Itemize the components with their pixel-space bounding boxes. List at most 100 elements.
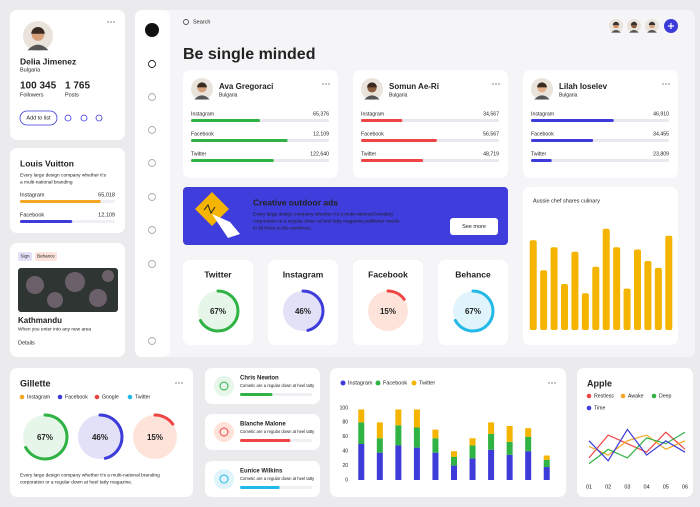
bar	[529, 240, 537, 330]
bar-segment	[506, 441, 513, 455]
followers-count: 100 345	[20, 81, 57, 92]
banner-text: corporation or a regular down at heel ta…	[253, 218, 400, 224]
stat-value: 122,640	[310, 151, 329, 157]
nav-icon[interactable]	[148, 226, 156, 234]
add-button[interactable]	[19, 110, 58, 126]
gauge-bg	[78, 415, 122, 459]
stat-label: Twitter	[361, 151, 377, 157]
action-icon[interactable]	[80, 114, 88, 122]
gauge-arc	[76, 413, 124, 461]
more-icon[interactable]	[498, 83, 500, 85]
bar-segment	[395, 425, 402, 446]
y-tick-label: 40	[342, 449, 348, 455]
nav-icon[interactable]	[148, 159, 156, 167]
y-tick-label: 80	[342, 420, 348, 426]
more-icon[interactable]	[178, 382, 180, 384]
action-icon[interactable]	[64, 114, 72, 122]
more-icon[interactable]	[110, 21, 112, 23]
legend-swatch	[57, 394, 63, 400]
legend-swatch	[375, 380, 381, 386]
gauge-label: 15%	[380, 307, 396, 316]
avatar-body	[534, 95, 550, 100]
contact-icon	[214, 422, 234, 442]
place-title: Kathmandu	[18, 316, 62, 325]
x-tick-label: 06	[682, 484, 688, 490]
influencer-card	[523, 70, 678, 178]
contact-icon	[214, 469, 234, 489]
page-heading: Be single minded	[183, 46, 315, 63]
action-icon[interactable]	[95, 114, 103, 122]
nav-icon[interactable]	[148, 193, 156, 201]
more-icon[interactable]	[107, 21, 109, 23]
more-icon[interactable]	[668, 83, 670, 85]
stat-value: 23,809	[653, 151, 669, 157]
avatar-hair	[367, 82, 377, 88]
legend-swatch	[19, 394, 25, 400]
tag	[35, 252, 57, 261]
avatar-body	[647, 30, 657, 33]
banner-text: Every large design company whether it's …	[253, 211, 393, 217]
social-name: Facebook	[368, 269, 408, 279]
more-icon[interactable]	[492, 83, 494, 85]
progress-bar	[361, 119, 403, 122]
more-icon[interactable]	[328, 83, 330, 85]
more-icon[interactable]	[175, 382, 177, 384]
more-icon[interactable]	[495, 83, 497, 85]
more-icon[interactable]	[662, 83, 664, 85]
progress-bar	[191, 139, 288, 142]
gauge-label: 67%	[465, 307, 481, 316]
stat-label: Instagram	[191, 111, 214, 117]
x-tick-label: 03	[624, 484, 630, 490]
influencer-name: Ava Gregoraci	[219, 82, 273, 91]
chart-title: Gillette	[20, 378, 51, 388]
progress-bar	[240, 393, 273, 396]
influencer-card	[183, 70, 338, 178]
brand-description: Every large design company whether it's	[20, 172, 107, 178]
more-icon[interactable]	[551, 382, 553, 384]
more-icon[interactable]	[554, 382, 556, 384]
legend-swatch	[411, 380, 417, 386]
gauge-arc	[131, 413, 179, 461]
search-input[interactable]: Search	[193, 19, 210, 25]
succulent	[65, 272, 85, 292]
contact-name: Blanche Malone	[240, 422, 286, 428]
nav-icon[interactable]	[148, 260, 156, 268]
legend-swatch	[586, 393, 592, 399]
progress-track	[531, 159, 669, 162]
more-icon[interactable]	[665, 83, 667, 85]
more-icon[interactable]	[322, 83, 324, 85]
line	[588, 431, 686, 465]
legend-swatch	[620, 393, 626, 399]
bar	[613, 247, 621, 330]
nav-icon[interactable]	[148, 126, 156, 134]
legend-label: Twitter	[419, 380, 435, 386]
contact-glyph	[219, 381, 229, 391]
succulent	[89, 289, 107, 307]
legend-label: Deep	[659, 393, 672, 399]
legend-label: Google	[102, 394, 119, 400]
bar	[540, 270, 548, 330]
stat-label: Facebook	[191, 131, 214, 137]
avatar-hair	[197, 82, 207, 88]
nav-icon[interactable]	[148, 60, 156, 68]
bar	[581, 293, 589, 330]
more-icon[interactable]	[181, 382, 183, 384]
nav-icon[interactable]	[148, 93, 156, 101]
stat-value: 46,910	[653, 111, 669, 117]
see-more-button[interactable]	[450, 218, 498, 235]
bar-segment	[469, 458, 476, 480]
bar-segment	[413, 427, 420, 448]
social-name: Twitter	[204, 269, 232, 279]
nav-icon[interactable]	[148, 337, 156, 345]
more-icon[interactable]	[325, 83, 327, 85]
stat-label: Facebook	[20, 212, 44, 218]
bar-segment	[358, 422, 365, 444]
banner-hand	[212, 214, 240, 238]
legend-swatch	[127, 394, 133, 400]
bar-segment	[469, 445, 476, 459]
avatar-body	[611, 30, 621, 33]
more-icon[interactable]	[548, 382, 550, 384]
details-link[interactable]: Details	[18, 340, 35, 346]
bar-segment	[525, 428, 532, 437]
more-icon[interactable]	[113, 21, 115, 23]
